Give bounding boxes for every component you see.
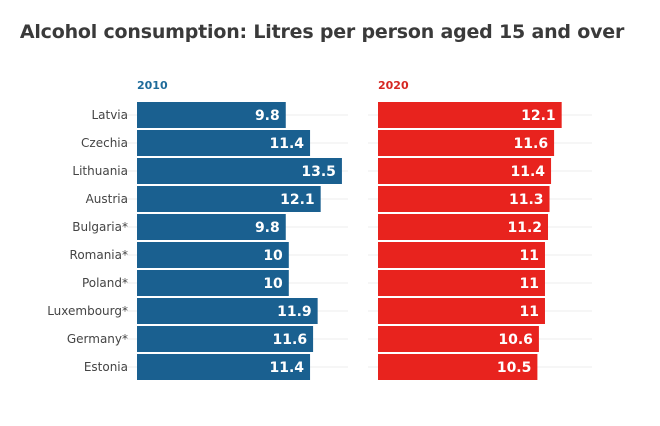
bar-2020 xyxy=(378,130,555,156)
data-label: 10.5 xyxy=(497,360,532,376)
data-label: 11.6 xyxy=(514,136,549,152)
bar-2020 xyxy=(378,298,545,324)
category-label: Latvia xyxy=(91,108,128,122)
category-label: Germany* xyxy=(67,332,128,346)
bar-2020 xyxy=(378,242,545,268)
bar-2020 xyxy=(378,214,549,240)
category-label: Austria xyxy=(86,192,128,206)
data-label: 11.3 xyxy=(509,192,544,208)
category-label: Estonia xyxy=(84,360,128,374)
chart-title: Alcohol consumption: Litres per person a… xyxy=(19,21,625,43)
category-label: Romania* xyxy=(70,248,128,262)
data-label: 11 xyxy=(519,248,538,264)
data-label: 12.1 xyxy=(280,192,315,208)
bar-2010 xyxy=(137,270,289,296)
category-label: Czechia xyxy=(81,136,128,150)
series-title-2020: 2020 xyxy=(378,79,409,92)
bar-2020 xyxy=(378,354,538,380)
category-label: Lithuania xyxy=(72,164,128,178)
data-label: 11.6 xyxy=(273,332,308,348)
data-label: 11 xyxy=(519,276,538,292)
data-label: 10 xyxy=(263,276,283,292)
category-label: Poland* xyxy=(82,276,128,290)
data-label: 11 xyxy=(519,304,538,320)
bar-2010 xyxy=(137,298,318,324)
data-label: 11.9 xyxy=(277,304,312,320)
data-label: 13.5 xyxy=(301,164,336,180)
bar-2010 xyxy=(137,102,286,128)
series-title-2010: 2010 xyxy=(137,79,168,92)
bar-2010 xyxy=(137,130,311,156)
data-label: 12.1 xyxy=(521,108,556,124)
data-label: 9.8 xyxy=(255,108,280,124)
bar-2010 xyxy=(137,186,321,212)
category-label: Bulgaria* xyxy=(72,220,128,234)
data-label: 11.4 xyxy=(270,360,305,376)
bar-2020 xyxy=(378,158,552,184)
data-label: 10 xyxy=(263,248,283,264)
bar-2010 xyxy=(137,158,342,184)
bar-2020 xyxy=(378,102,562,128)
bar-2010 xyxy=(137,354,311,380)
bar-2020 xyxy=(378,186,550,212)
data-label: 10.6 xyxy=(498,332,533,348)
data-label: 11.4 xyxy=(511,164,546,180)
bar-2020 xyxy=(378,326,539,352)
bar-2010 xyxy=(137,214,286,240)
bar-2010 xyxy=(137,326,314,352)
bar-2020 xyxy=(378,270,545,296)
data-label: 11.4 xyxy=(270,136,305,152)
data-label: 9.8 xyxy=(255,220,280,236)
category-label: Luxembourg* xyxy=(47,304,128,318)
bar-2010 xyxy=(137,242,289,268)
data-label: 11.2 xyxy=(507,220,542,236)
